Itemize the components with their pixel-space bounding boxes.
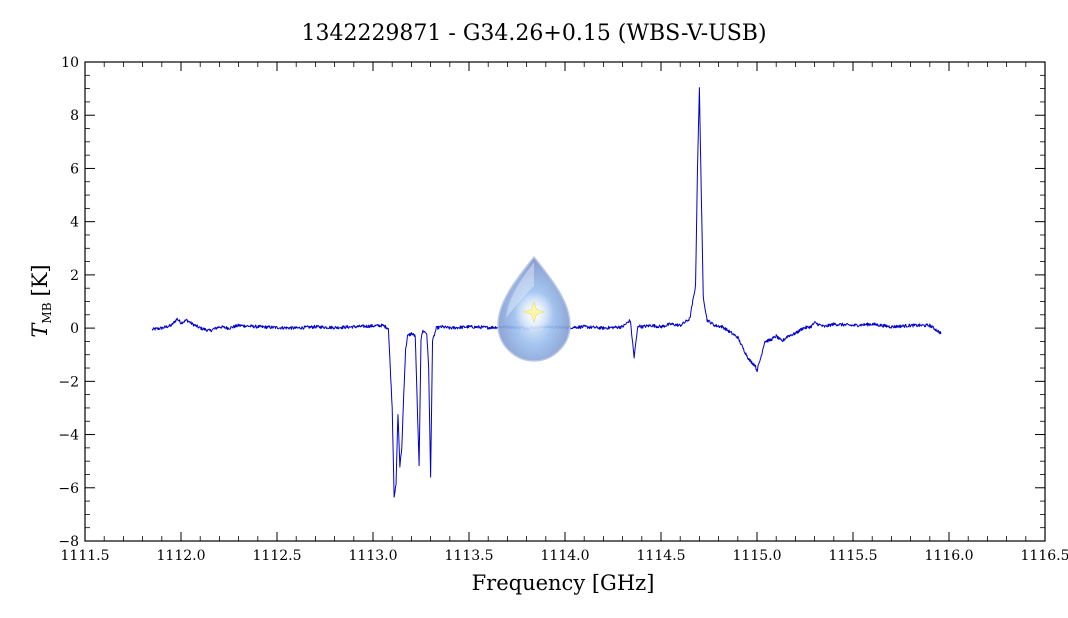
x-tick-label: 1114.0	[541, 548, 590, 564]
y-axis-label-subscript: MB	[40, 302, 54, 323]
y-tick-label: 10	[61, 55, 79, 71]
x-tick-label: 1113.0	[349, 548, 398, 564]
x-tick-label: 1114.5	[637, 548, 686, 564]
y-tick-label: 4	[70, 215, 79, 231]
y-axis-label-symbol: T	[28, 322, 52, 338]
x-tick-label: 1115.0	[733, 548, 782, 564]
x-tick-label: 1113.5	[445, 548, 494, 564]
y-axis-label: TMB [K]	[28, 264, 54, 337]
axis-ticks	[84, 61, 1046, 542]
y-tick-label: 8	[70, 108, 79, 124]
chart-title: 1342229871 - G34.26+0.15 (WBS-V-USB)	[301, 21, 766, 46]
svg-text:TMB[K]: TMB [K]	[28, 264, 54, 337]
x-tick-label: 1115.5	[829, 548, 878, 564]
x-axis-label: Frequency [GHz]	[472, 571, 655, 595]
x-tick-label: 1111.5	[61, 548, 110, 564]
y-tick-label: −4	[58, 428, 79, 444]
y-tick-label: −2	[58, 374, 79, 390]
x-tick-label: 1112.0	[157, 548, 206, 564]
x-tick-label: 1116.5	[1021, 548, 1068, 564]
droplet-logo-icon	[497, 255, 571, 362]
y-tick-label: −6	[58, 481, 79, 497]
tick-labels: 1111.5 1112.0 1112.5 1113.0 1113.5 1114.0 1114…	[58, 55, 1068, 564]
y-tick-label: 0	[70, 321, 79, 337]
y-tick-label: 6	[70, 161, 79, 177]
y-tick-label: −8	[58, 534, 79, 550]
x-tick-label: 1116.0	[925, 548, 974, 564]
x-tick-label: 1112.5	[253, 548, 302, 564]
y-axis-label-unit: [K]	[28, 264, 52, 296]
y-tick-label: 2	[70, 268, 79, 284]
